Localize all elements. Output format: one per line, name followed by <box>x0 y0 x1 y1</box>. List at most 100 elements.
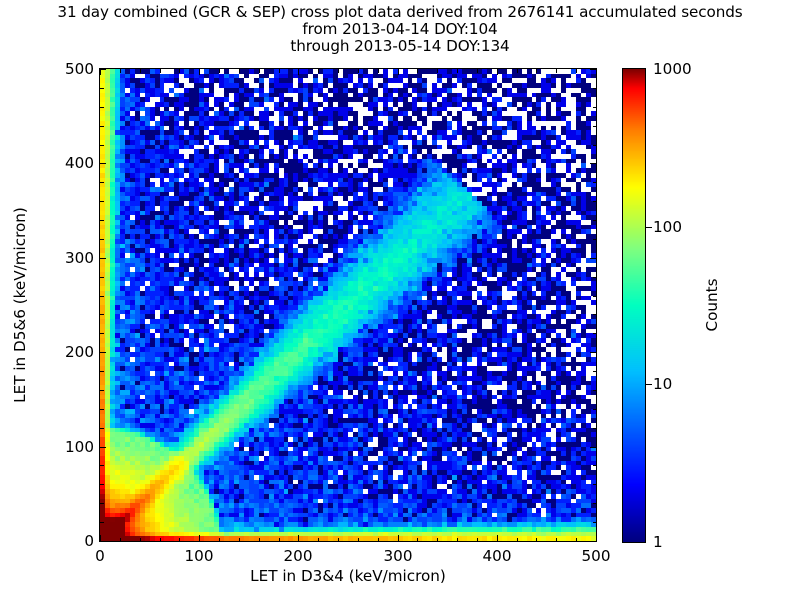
y-minor-tick <box>100 465 104 466</box>
y-minor-tick-right <box>592 296 596 297</box>
y-major-tick <box>100 447 106 448</box>
y-minor-tick <box>100 220 104 221</box>
y-minor-tick <box>100 126 104 127</box>
y-minor-tick-right <box>592 390 596 391</box>
x-minor-tick-top <box>437 69 438 73</box>
y-minor-tick-right <box>592 522 596 523</box>
y-minor-tick <box>100 145 104 146</box>
y-minor-tick-right <box>592 126 596 127</box>
y-minor-tick <box>100 409 104 410</box>
y-minor-tick <box>100 371 104 372</box>
y-major-tick <box>100 163 106 164</box>
x-axis-label: LET in D3&4 (keV/micron) <box>250 567 446 585</box>
x-minor-tick-top <box>259 69 260 73</box>
x-minor-tick <box>556 537 557 541</box>
y-minor-tick <box>100 333 104 334</box>
colorbar-title: Counts <box>703 278 721 332</box>
x-minor-tick-top <box>140 69 141 73</box>
y-tick-label: 200 <box>65 343 94 361</box>
colorbar-tick <box>646 227 652 228</box>
x-minor-tick-top <box>417 69 418 73</box>
y-axis-label: LET in D5&6 (keV/micron) <box>11 207 29 403</box>
x-minor-tick <box>437 537 438 541</box>
x-tick-label: 400 <box>482 547 512 565</box>
x-minor-tick-top <box>457 69 458 73</box>
x-major-tick-top <box>596 69 597 75</box>
x-minor-tick-top <box>318 69 319 73</box>
x-major-tick <box>596 535 597 541</box>
colorbar-tick-label: 10 <box>653 375 673 393</box>
y-tick-label: 500 <box>65 60 94 78</box>
x-minor-tick <box>457 537 458 541</box>
x-minor-tick-top <box>358 69 359 73</box>
x-major-tick <box>298 535 299 541</box>
x-major-tick-top <box>199 69 200 75</box>
y-major-tick <box>100 69 106 70</box>
x-tick-label: 200 <box>283 547 313 565</box>
x-minor-tick <box>140 537 141 541</box>
y-minor-tick <box>100 522 104 523</box>
x-minor-tick <box>576 537 577 541</box>
x-minor-tick <box>536 537 537 541</box>
y-minor-tick <box>100 314 104 315</box>
y-minor-tick-right <box>592 428 596 429</box>
x-minor-tick <box>239 537 240 541</box>
y-minor-tick <box>100 484 104 485</box>
x-tick-label: 300 <box>383 547 413 565</box>
x-minor-tick <box>417 537 418 541</box>
plot-title-line-2: from 2013-04-14 DOY:104 <box>302 20 498 39</box>
x-tick-label: 100 <box>184 547 214 565</box>
x-minor-tick-top <box>517 69 518 73</box>
y-major-tick-right <box>590 258 596 259</box>
y-minor-tick-right <box>592 465 596 466</box>
plot-axes <box>99 68 597 542</box>
y-minor-tick-right <box>592 371 596 372</box>
x-minor-tick-top <box>338 69 339 73</box>
colorbar-tick-label: 100 <box>653 218 682 236</box>
y-minor-tick-right <box>592 145 596 146</box>
x-minor-tick-top <box>179 69 180 73</box>
y-major-tick-right <box>590 541 596 542</box>
y-minor-tick <box>100 390 104 391</box>
y-minor-tick <box>100 107 104 108</box>
x-major-tick <box>398 535 399 541</box>
plot-title: 31 day combined (GCR & SEP) cross plot d… <box>0 3 800 56</box>
x-tick-label: 0 <box>95 547 105 565</box>
colorbar-tick-label: 1000 <box>653 60 692 78</box>
y-major-tick <box>100 541 106 542</box>
colorbar <box>622 68 646 543</box>
x-minor-tick <box>160 537 161 541</box>
y-minor-tick-right <box>592 239 596 240</box>
plot-title-line-3: through 2013-05-14 DOY:134 <box>290 37 510 56</box>
y-minor-tick <box>100 428 104 429</box>
y-minor-tick <box>100 88 104 89</box>
y-minor-tick-right <box>592 503 596 504</box>
y-minor-tick-right <box>592 182 596 183</box>
y-major-tick-right <box>590 163 596 164</box>
y-minor-tick <box>100 503 104 504</box>
x-minor-tick <box>477 537 478 541</box>
y-minor-tick-right <box>592 484 596 485</box>
plot-title-line-1: 31 day combined (GCR & SEP) cross plot d… <box>57 3 743 21</box>
y-minor-tick <box>100 277 104 278</box>
x-minor-tick <box>517 537 518 541</box>
y-tick-label: 400 <box>65 154 94 172</box>
x-major-tick-top <box>398 69 399 75</box>
x-minor-tick-top <box>279 69 280 73</box>
y-minor-tick <box>100 239 104 240</box>
x-major-tick <box>100 535 101 541</box>
x-minor-tick-top <box>219 69 220 73</box>
y-minor-tick-right <box>592 314 596 315</box>
x-minor-tick-top <box>536 69 537 73</box>
x-minor-tick <box>279 537 280 541</box>
x-minor-tick-top <box>556 69 557 73</box>
y-minor-tick-right <box>592 220 596 221</box>
x-minor-tick-top <box>576 69 577 73</box>
x-tick-label: 500 <box>581 547 611 565</box>
x-minor-tick <box>120 537 121 541</box>
x-major-tick-top <box>298 69 299 75</box>
y-tick-label: 300 <box>65 249 94 267</box>
y-tick-label: 100 <box>65 438 94 456</box>
y-minor-tick <box>100 296 104 297</box>
y-major-tick-right <box>590 352 596 353</box>
